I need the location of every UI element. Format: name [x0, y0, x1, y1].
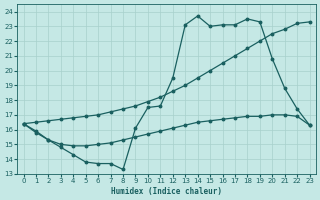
X-axis label: Humidex (Indice chaleur): Humidex (Indice chaleur) — [111, 187, 222, 196]
